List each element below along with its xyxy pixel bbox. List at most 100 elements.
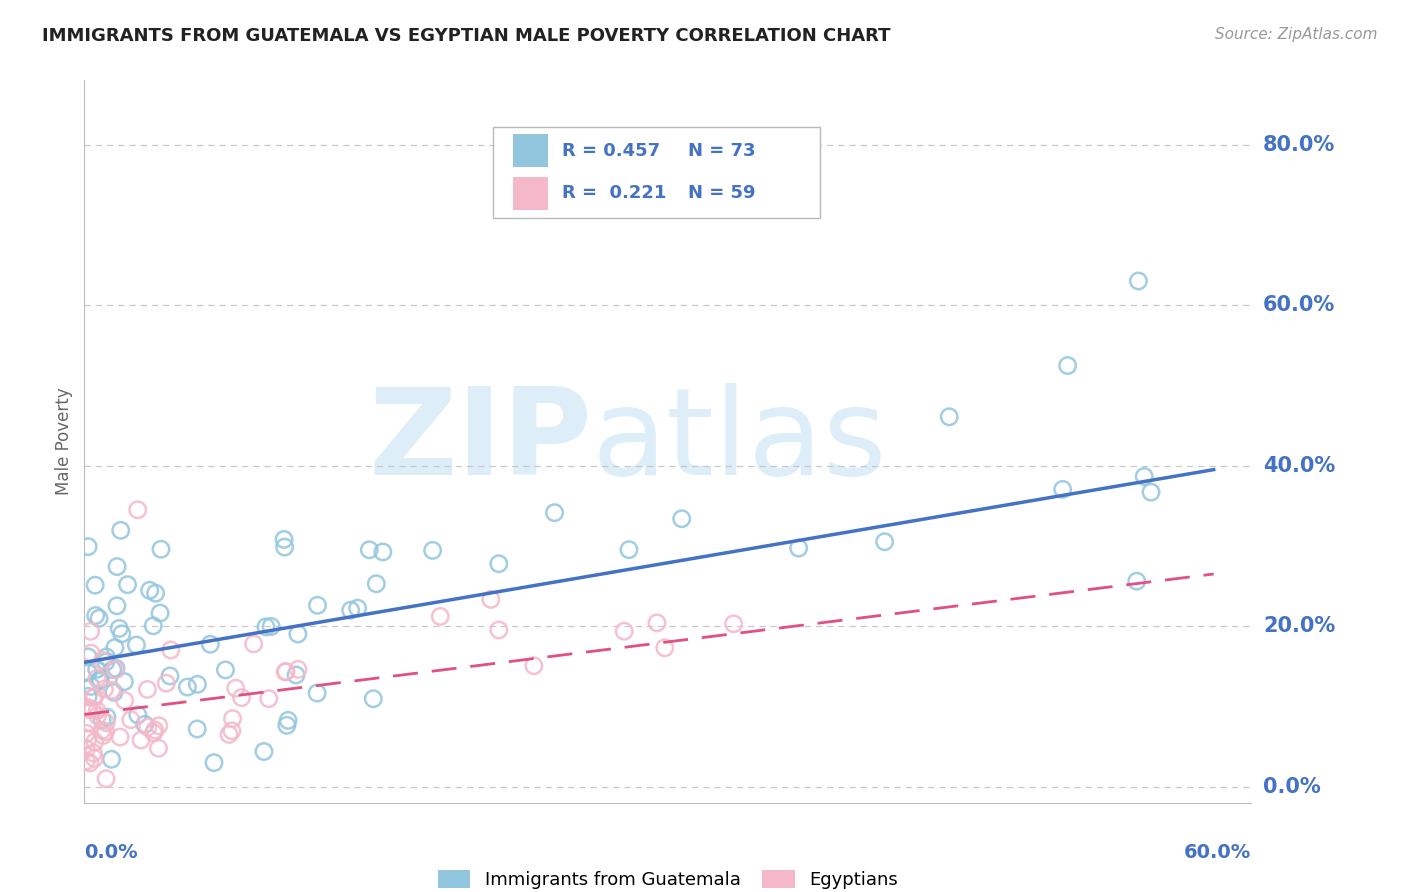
Point bbox=[86, 708, 108, 723]
Point bbox=[129, 733, 152, 747]
FancyBboxPatch shape bbox=[494, 128, 820, 218]
Point bbox=[117, 577, 139, 591]
Point bbox=[149, 606, 172, 620]
Point bbox=[273, 540, 295, 554]
Text: 60.0%: 60.0% bbox=[1184, 843, 1251, 862]
Point bbox=[96, 715, 118, 730]
Point bbox=[93, 681, 115, 696]
Point bbox=[96, 649, 118, 664]
Point bbox=[105, 599, 128, 613]
Point bbox=[242, 637, 264, 651]
Text: R = 0.457: R = 0.457 bbox=[561, 142, 659, 160]
Point bbox=[77, 702, 100, 716]
Point bbox=[273, 533, 295, 547]
Point bbox=[145, 586, 167, 600]
Point bbox=[86, 671, 108, 685]
Point bbox=[149, 542, 172, 557]
Y-axis label: Male Poverty: Male Poverty bbox=[55, 388, 73, 495]
Point bbox=[75, 754, 97, 768]
Point bbox=[83, 690, 105, 705]
Point bbox=[75, 726, 97, 740]
Point bbox=[260, 619, 283, 633]
Point bbox=[101, 663, 124, 677]
Point bbox=[359, 542, 381, 557]
Point bbox=[84, 608, 107, 623]
Legend: Immigrants from Guatemala, Egyptians: Immigrants from Guatemala, Egyptians bbox=[430, 863, 905, 892]
Point bbox=[101, 683, 124, 698]
Point bbox=[422, 543, 444, 558]
Text: 20.0%: 20.0% bbox=[1263, 616, 1336, 636]
Point bbox=[76, 732, 98, 747]
Text: atlas: atlas bbox=[592, 383, 887, 500]
Point bbox=[84, 578, 107, 592]
Point bbox=[91, 713, 114, 727]
Point bbox=[104, 640, 127, 655]
Point bbox=[100, 752, 122, 766]
Text: 0.0%: 0.0% bbox=[1263, 777, 1320, 797]
Point bbox=[80, 646, 103, 660]
Point bbox=[1052, 483, 1074, 497]
Text: IMMIGRANTS FROM GUATEMALA VS EGYPTIAN MALE POVERTY CORRELATION CHART: IMMIGRANTS FROM GUATEMALA VS EGYPTIAN MA… bbox=[42, 27, 890, 45]
Point bbox=[105, 661, 128, 675]
Point bbox=[83, 735, 105, 749]
Point bbox=[202, 756, 225, 770]
Point bbox=[96, 710, 118, 724]
Point bbox=[1128, 274, 1150, 288]
Point bbox=[112, 674, 135, 689]
Point bbox=[104, 663, 127, 677]
Point bbox=[200, 637, 222, 651]
Point bbox=[79, 624, 101, 639]
Point bbox=[136, 682, 159, 697]
Point bbox=[221, 723, 243, 738]
Point bbox=[723, 616, 745, 631]
Point bbox=[523, 658, 546, 673]
Point bbox=[136, 720, 159, 734]
Point bbox=[94, 724, 117, 739]
Point bbox=[79, 756, 101, 770]
Point bbox=[134, 717, 156, 731]
Point bbox=[186, 677, 208, 691]
Text: ZIP: ZIP bbox=[368, 383, 592, 500]
Point bbox=[671, 512, 693, 526]
Point bbox=[277, 714, 299, 728]
Point bbox=[108, 730, 131, 744]
Point bbox=[83, 751, 105, 765]
Point bbox=[543, 506, 565, 520]
Point bbox=[873, 534, 896, 549]
Point bbox=[77, 649, 100, 664]
Point bbox=[103, 685, 125, 699]
Point bbox=[142, 726, 165, 740]
Point bbox=[253, 744, 276, 758]
Point bbox=[257, 691, 280, 706]
Point bbox=[307, 599, 329, 613]
Point bbox=[91, 729, 114, 743]
Text: Source: ZipAtlas.com: Source: ZipAtlas.com bbox=[1215, 27, 1378, 42]
Point bbox=[75, 742, 97, 756]
Point bbox=[82, 690, 104, 705]
Point bbox=[488, 623, 510, 637]
Text: N = 73: N = 73 bbox=[688, 142, 755, 160]
Point bbox=[105, 559, 128, 574]
Point bbox=[125, 638, 148, 652]
Point bbox=[218, 727, 240, 741]
Point bbox=[479, 592, 502, 607]
Point bbox=[76, 700, 98, 714]
Point bbox=[159, 669, 181, 683]
Point bbox=[143, 723, 166, 737]
Point bbox=[111, 627, 134, 641]
Point bbox=[287, 662, 309, 676]
Point bbox=[307, 686, 329, 700]
Text: 80.0%: 80.0% bbox=[1263, 135, 1336, 154]
Point bbox=[276, 718, 298, 732]
Point bbox=[89, 673, 111, 688]
Point bbox=[91, 723, 114, 738]
Point bbox=[186, 722, 208, 736]
Point bbox=[79, 715, 101, 730]
Point bbox=[339, 603, 361, 617]
Point bbox=[82, 703, 104, 717]
Point bbox=[938, 409, 960, 424]
Point bbox=[1056, 359, 1078, 373]
Text: R =  0.221: R = 0.221 bbox=[561, 185, 666, 202]
Point bbox=[77, 540, 100, 554]
Point bbox=[108, 622, 131, 636]
